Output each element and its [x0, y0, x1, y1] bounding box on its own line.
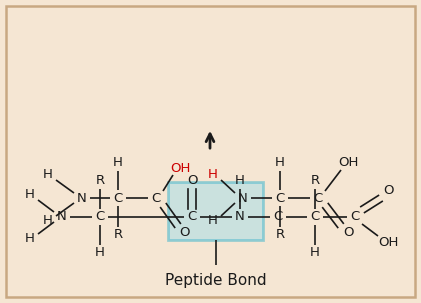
- Text: H: H: [208, 215, 218, 228]
- Bar: [168, 182, 263, 240]
- Text: C: C: [273, 211, 282, 224]
- Text: O: O: [187, 175, 197, 188]
- Text: C: C: [313, 191, 322, 205]
- Text: C: C: [310, 211, 320, 224]
- Text: N: N: [235, 211, 245, 224]
- Text: H: H: [43, 168, 53, 181]
- Text: H: H: [310, 247, 320, 259]
- Text: R: R: [310, 175, 320, 188]
- Text: C: C: [275, 191, 285, 205]
- Text: C: C: [350, 211, 360, 224]
- Text: OH: OH: [170, 161, 190, 175]
- Text: O: O: [383, 185, 393, 198]
- Text: R: R: [275, 228, 285, 241]
- Text: OH: OH: [338, 157, 358, 169]
- Text: C: C: [152, 191, 161, 205]
- Text: H: H: [275, 157, 285, 169]
- Text: H: H: [95, 247, 105, 259]
- Text: C: C: [96, 211, 105, 224]
- Text: N: N: [57, 211, 67, 224]
- Text: O: O: [343, 227, 353, 239]
- Text: OH: OH: [378, 237, 398, 249]
- Text: Peptide Bond: Peptide Bond: [165, 274, 267, 288]
- Text: C: C: [187, 211, 197, 224]
- Text: H: H: [235, 175, 245, 188]
- Text: H: H: [208, 168, 218, 181]
- Text: N: N: [238, 191, 248, 205]
- Text: H: H: [25, 188, 35, 201]
- Text: C: C: [113, 191, 123, 205]
- Text: O: O: [180, 227, 190, 239]
- Text: R: R: [96, 175, 104, 188]
- Text: H: H: [43, 215, 53, 228]
- Text: N: N: [77, 191, 87, 205]
- Text: H: H: [113, 157, 123, 169]
- Text: R: R: [113, 228, 123, 241]
- Text: H: H: [25, 232, 35, 245]
